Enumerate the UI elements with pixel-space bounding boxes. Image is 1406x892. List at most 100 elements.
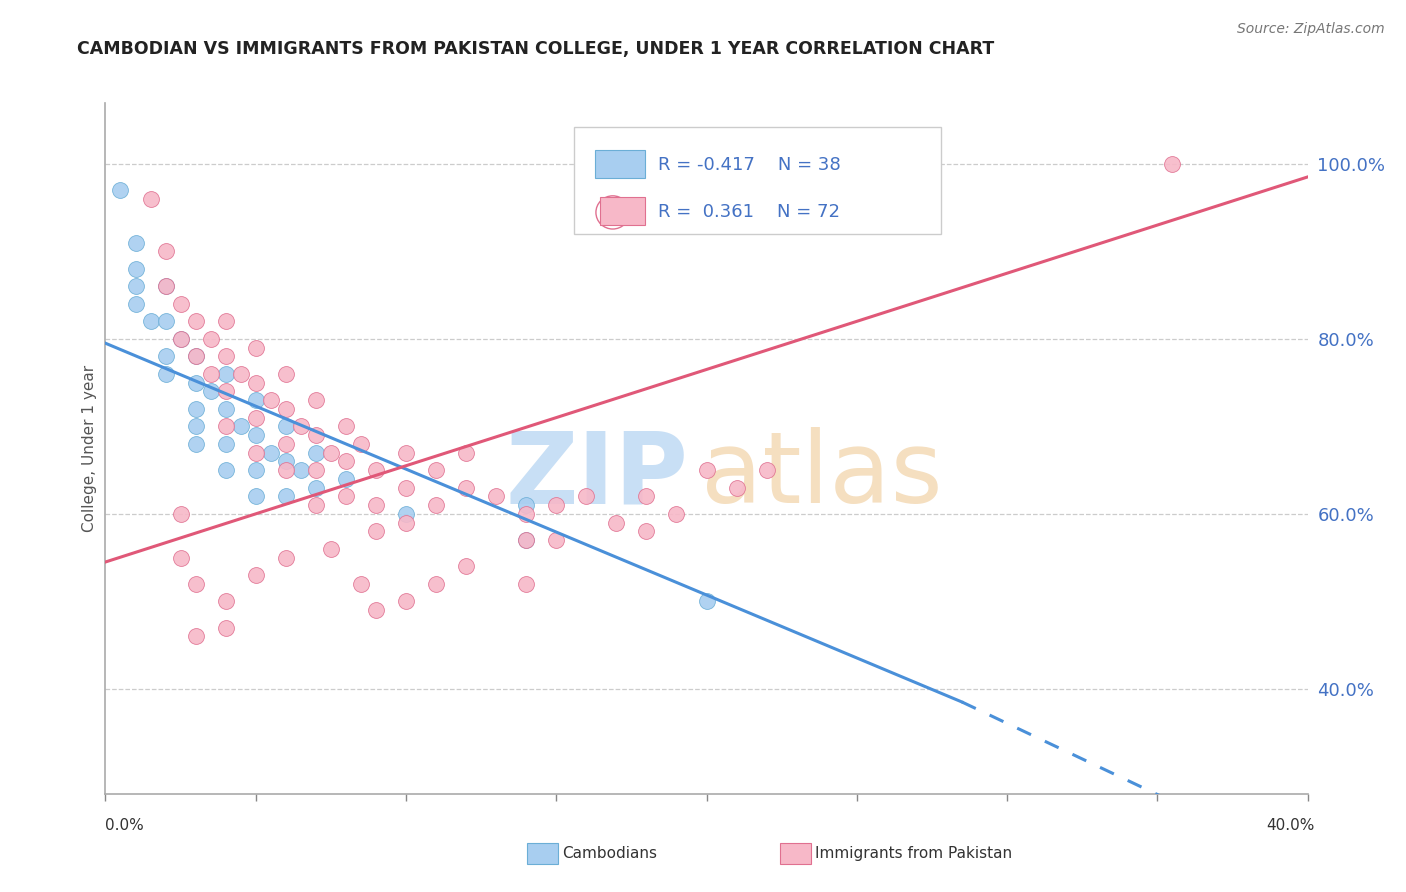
Ellipse shape: [596, 196, 630, 229]
Point: [274, 463, 297, 477]
Point: [274, 489, 297, 503]
Point: [305, 393, 328, 408]
Point: [335, 489, 357, 503]
Point: [696, 463, 718, 477]
Point: [124, 235, 146, 250]
Point: [169, 297, 191, 311]
Point: [214, 463, 236, 477]
Point: [184, 419, 207, 434]
Point: [395, 445, 418, 459]
Point: [200, 332, 222, 346]
Point: [155, 349, 177, 363]
Point: [425, 577, 447, 591]
Point: [139, 192, 162, 206]
Point: [245, 376, 267, 390]
Point: [305, 498, 328, 512]
Point: [214, 367, 236, 381]
Point: [184, 376, 207, 390]
Point: [274, 550, 297, 565]
Point: [364, 524, 387, 539]
Text: ZIP: ZIP: [506, 427, 689, 524]
Point: [184, 401, 207, 416]
Point: [755, 463, 778, 477]
Point: [124, 279, 146, 293]
Point: [110, 183, 132, 197]
Point: [214, 594, 236, 608]
Point: [124, 261, 146, 276]
Point: [245, 489, 267, 503]
Point: [214, 384, 236, 399]
Point: [546, 533, 568, 548]
Point: [245, 568, 267, 582]
Point: [200, 367, 222, 381]
Point: [546, 498, 568, 512]
Point: [155, 367, 177, 381]
Point: [696, 594, 718, 608]
Point: [515, 498, 537, 512]
Point: [184, 577, 207, 591]
Point: [155, 244, 177, 259]
Point: [155, 279, 177, 293]
Point: [169, 550, 191, 565]
Point: [229, 367, 252, 381]
Point: [364, 498, 387, 512]
Point: [725, 481, 748, 495]
Text: Source: ZipAtlas.com: Source: ZipAtlas.com: [1237, 22, 1385, 37]
Point: [319, 541, 342, 556]
Point: [245, 445, 267, 459]
Point: [395, 594, 418, 608]
Point: [335, 419, 357, 434]
Point: [425, 463, 447, 477]
Point: [425, 498, 447, 512]
Point: [319, 445, 342, 459]
Point: [605, 516, 627, 530]
Point: [274, 367, 297, 381]
Point: [350, 437, 373, 451]
Point: [274, 401, 297, 416]
Point: [214, 401, 236, 416]
Text: 0.0%: 0.0%: [105, 818, 145, 832]
Text: R =  0.361    N = 72: R = 0.361 N = 72: [658, 203, 841, 221]
Point: [260, 393, 283, 408]
Point: [245, 341, 267, 355]
Point: [515, 507, 537, 521]
Text: CAMBODIAN VS IMMIGRANTS FROM PAKISTAN COLLEGE, UNDER 1 YEAR CORRELATION CHART: CAMBODIAN VS IMMIGRANTS FROM PAKISTAN CO…: [77, 40, 994, 58]
Point: [200, 384, 222, 399]
Point: [515, 533, 537, 548]
Point: [245, 463, 267, 477]
Point: [214, 349, 236, 363]
Point: [364, 463, 387, 477]
FancyBboxPatch shape: [574, 127, 941, 234]
Point: [636, 524, 658, 539]
Point: [214, 621, 236, 635]
Point: [245, 410, 267, 425]
Point: [665, 507, 688, 521]
Point: [575, 489, 598, 503]
Point: [184, 629, 207, 643]
Point: [184, 314, 207, 328]
Point: [214, 419, 236, 434]
Text: 40.0%: 40.0%: [1267, 818, 1315, 832]
Point: [335, 472, 357, 486]
Point: [335, 454, 357, 468]
Point: [155, 314, 177, 328]
Point: [245, 428, 267, 442]
Point: [274, 437, 297, 451]
Point: [454, 445, 477, 459]
Point: [395, 516, 418, 530]
Point: [124, 297, 146, 311]
Point: [184, 349, 207, 363]
Point: [214, 314, 236, 328]
Point: [260, 445, 283, 459]
Point: [454, 481, 477, 495]
Point: [305, 463, 328, 477]
Point: [139, 314, 162, 328]
Point: [274, 419, 297, 434]
Point: [636, 489, 658, 503]
Point: [245, 393, 267, 408]
Point: [305, 481, 328, 495]
Point: [214, 437, 236, 451]
Bar: [599, 197, 645, 226]
Point: [485, 489, 508, 503]
Point: [395, 507, 418, 521]
